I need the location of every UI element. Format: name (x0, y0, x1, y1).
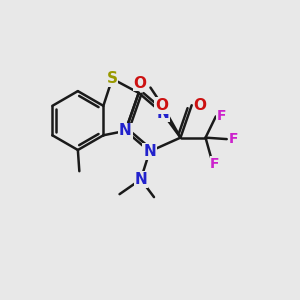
Text: S: S (107, 71, 118, 86)
Text: N: N (157, 106, 169, 121)
Text: O: O (134, 76, 147, 91)
Text: N: N (134, 172, 147, 187)
Text: O: O (194, 98, 206, 113)
Text: F: F (229, 132, 238, 146)
Text: F: F (217, 109, 226, 123)
Text: N: N (119, 123, 132, 138)
Text: F: F (210, 157, 220, 171)
Text: N: N (143, 144, 156, 159)
Text: O: O (155, 98, 168, 113)
